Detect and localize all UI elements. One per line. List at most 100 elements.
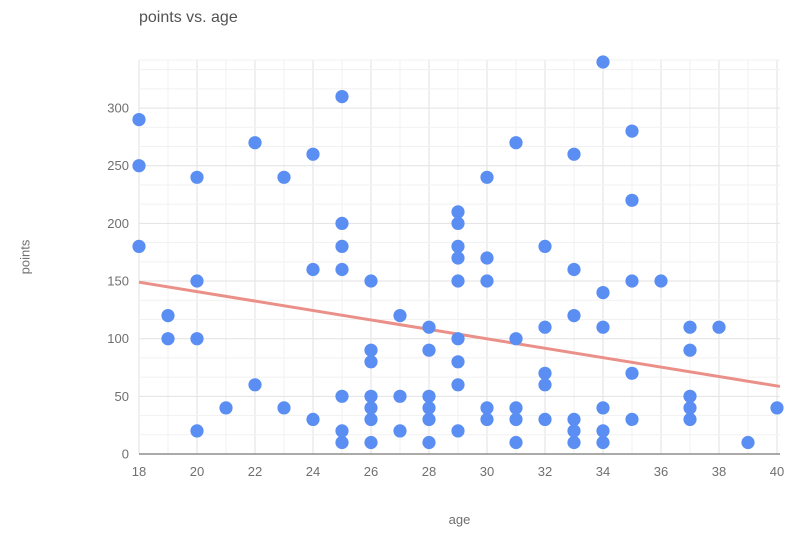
scatter-point[interactable] [596,55,610,69]
scatter-point[interactable] [451,216,465,230]
scatter-point[interactable] [509,136,523,150]
scatter-point[interactable] [538,320,552,334]
scatter-point[interactable] [451,355,465,369]
scatter-point[interactable] [480,251,494,265]
scatter-point[interactable] [625,124,639,138]
scatter-point[interactable] [683,343,697,357]
scatter-point[interactable] [683,389,697,403]
scatter-point[interactable] [190,274,204,288]
scatter-point[interactable] [306,147,320,161]
y-tick-label: 50 [115,389,129,404]
scatter-point[interactable] [567,147,581,161]
scatter-point[interactable] [509,332,523,346]
scatter-point[interactable] [335,262,349,277]
x-tick-label: 32 [538,464,552,479]
scatter-point[interactable] [538,378,552,392]
y-tick-labels: 0 50 100 150 200 250 300 [107,101,129,462]
scatter-point[interactable] [596,401,610,415]
scatter-point[interactable] [335,424,349,438]
scatter-point[interactable] [567,309,581,323]
scatter-point[interactable] [335,239,349,253]
scatter-point[interactable] [364,389,378,403]
scatter-point[interactable] [451,205,465,219]
scatter-point[interactable] [596,320,610,334]
scatter-point[interactable] [190,424,204,438]
scatter-point[interactable] [132,113,146,127]
scatter-point[interactable] [480,401,494,415]
scatter-point[interactable] [538,239,552,253]
scatter-point[interactable] [277,401,291,415]
scatter-point[interactable] [393,309,407,323]
y-tick-label: 200 [107,216,129,231]
scatter-point[interactable] [132,159,146,173]
scatter-point[interactable] [770,401,784,415]
scatter-point[interactable] [277,170,291,184]
scatter-point[interactable] [654,274,668,288]
scatter-point[interactable] [451,332,465,346]
scatter-point[interactable] [712,320,726,334]
scatter-point[interactable] [219,401,233,415]
scatter-point[interactable] [335,90,349,104]
scatter-point[interactable] [567,435,581,450]
scatter-point[interactable] [248,136,262,150]
scatter-point[interactable] [393,424,407,438]
y-tick-label: 150 [107,274,129,289]
scatter-point[interactable] [451,274,465,288]
scatter-point[interactable] [567,262,581,277]
scatter-point[interactable] [480,412,494,426]
scatter-point[interactable] [596,424,610,438]
scatter-point[interactable] [567,412,581,426]
scatter-point[interactable] [596,286,610,300]
scatter-point[interactable] [364,435,378,450]
x-tick-label: 36 [654,464,668,479]
scatter-point[interactable] [480,274,494,288]
scatter-point[interactable] [306,262,320,277]
scatter-point[interactable] [248,378,262,392]
scatter-point[interactable] [364,274,378,288]
scatter-point[interactable] [451,378,465,392]
scatter-point[interactable] [422,412,436,426]
scatter-point[interactable] [683,401,697,415]
scatter-point[interactable] [132,239,146,253]
scatter-point[interactable] [306,412,320,426]
scatter-point[interactable] [364,401,378,415]
scatter-point[interactable] [596,435,610,450]
scatter-point[interactable] [480,170,494,184]
scatter-point[interactable] [422,435,436,450]
y-tick-label: 100 [107,331,129,346]
x-tick-label: 28 [422,464,436,479]
scatter-point[interactable] [683,320,697,334]
scatter-point[interactable] [335,435,349,450]
scatter-point[interactable] [422,320,436,334]
scatter-point[interactable] [422,389,436,403]
scatter-point[interactable] [741,435,755,450]
scatter-point[interactable] [625,412,639,426]
scatter-point[interactable] [451,424,465,438]
scatter-point[interactable] [567,424,581,438]
x-tick-label: 40 [770,464,784,479]
scatter-point[interactable] [364,343,378,357]
scatter-point[interactable] [190,170,204,184]
scatter-point[interactable] [335,389,349,403]
scatter-point[interactable] [509,412,523,426]
scatter-point[interactable] [683,412,697,426]
scatter-point[interactable] [393,389,407,403]
scatter-point[interactable] [161,332,175,346]
scatter-point[interactable] [161,309,175,323]
scatter-point[interactable] [625,366,639,380]
scatter-point[interactable] [364,355,378,369]
scatter-point[interactable] [625,193,639,207]
scatter-point[interactable] [451,251,465,265]
scatter-point[interactable] [451,239,465,253]
scatter-point[interactable] [538,412,552,426]
scatter-point[interactable] [422,343,436,357]
scatter-point[interactable] [335,216,349,230]
scatter-point[interactable] [509,401,523,415]
scatter-point[interactable] [190,332,204,346]
y-tick-label: 0 [122,447,129,462]
scatter-point[interactable] [538,366,552,380]
scatter-point[interactable] [625,274,639,288]
scatter-point[interactable] [422,401,436,415]
scatter-point[interactable] [364,412,378,426]
scatter-point[interactable] [509,435,523,450]
